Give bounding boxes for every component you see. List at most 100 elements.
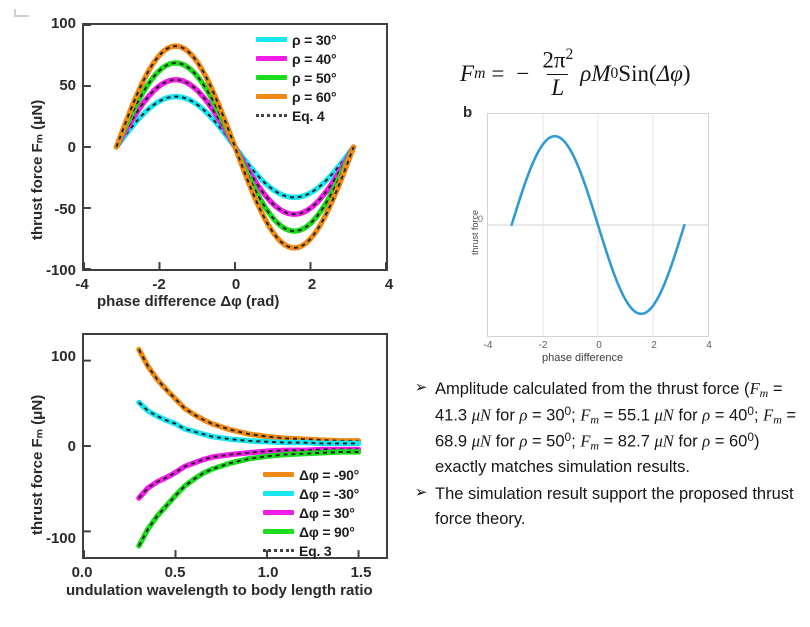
bottom-xtick-05: 0.5 bbox=[164, 564, 186, 581]
bottom-chart-plot-area bbox=[82, 333, 388, 559]
bullet-text-segment: F bbox=[763, 405, 774, 425]
bullet-text-segment: ρ bbox=[702, 405, 711, 425]
bullet-text-segment: 0 bbox=[747, 429, 754, 444]
top-xtick-2: 2 bbox=[307, 276, 317, 293]
top-xtick-4: 4 bbox=[384, 276, 394, 293]
bottom-chart-legend-label: Δφ = 90° bbox=[299, 523, 355, 540]
equation-close-paren: ) bbox=[682, 60, 691, 86]
equation-M: M bbox=[591, 60, 611, 86]
bullet-text-segment: m bbox=[590, 412, 599, 427]
top-xtick-0: 0 bbox=[231, 276, 241, 293]
bullet-text-segment: = 82.7 bbox=[598, 432, 655, 451]
bullet-text-segment: μN bbox=[654, 431, 674, 451]
bullet-text-segment: m bbox=[773, 412, 782, 427]
bullet-text-segment: for bbox=[673, 432, 703, 451]
bottom-chart-legend-item: Δφ = -30° bbox=[263, 485, 359, 502]
bottom-chart-xlabel: undulation wavelength to body length rat… bbox=[66, 582, 373, 599]
top-ytick-neg50: -50 bbox=[54, 201, 76, 218]
bottom-chart-legend-label: Δφ = 30° bbox=[299, 504, 355, 521]
bottom-chart-legend-item: Eq. 3 bbox=[263, 542, 359, 559]
top-chart-legend-label: ρ = 60° bbox=[292, 88, 337, 105]
bottom-chart-legend-label: Δφ = -30° bbox=[299, 485, 360, 502]
bullet-text-segment: ) exactly matches simulation results. bbox=[435, 432, 760, 477]
bullet-text-segment: μN bbox=[654, 405, 674, 425]
top-chart-legend-item: ρ = 40° bbox=[256, 50, 337, 67]
top-ytick-50: 50 bbox=[59, 77, 76, 94]
bullet-text-segment: = 40 bbox=[710, 406, 748, 425]
equation-M-subscript: 0 bbox=[610, 64, 619, 82]
bottom-chart-legend-swatch bbox=[263, 472, 294, 477]
equation-denominator: L bbox=[547, 73, 569, 100]
bullet-text-segment: ; bbox=[571, 406, 581, 425]
equation-numerator: 2π2 bbox=[538, 46, 577, 74]
top-ytick-0: 0 bbox=[67, 139, 76, 156]
bullet-text-segment: The simulation result support the propos… bbox=[435, 484, 794, 528]
equation-delta-phi: Δφ bbox=[656, 60, 683, 86]
bullet-text-segment: = 55.1 bbox=[598, 406, 655, 425]
bottom-chart-legend-item: Δφ = 90° bbox=[263, 523, 359, 540]
top-chart-legend-swatch bbox=[256, 56, 287, 61]
top-chart-ylabel: thrust force Fₘ (μN) bbox=[29, 99, 46, 240]
bullet-text: The simulation result support the propos… bbox=[435, 482, 810, 532]
bottom-chart-curves bbox=[84, 346, 362, 557]
top-chart-legend-label: ρ = 50° bbox=[292, 69, 337, 86]
bottom-chart-legend-swatch bbox=[263, 549, 294, 552]
bullet-text-segment: ρ bbox=[702, 431, 711, 451]
top-chart-legend-label: ρ = 40° bbox=[292, 50, 337, 67]
equation-minus: − bbox=[516, 60, 530, 86]
inset-chart-xlabel: phase difference bbox=[542, 352, 624, 364]
bullet-text-segment: ; bbox=[753, 406, 764, 425]
equation-sin: Sin( bbox=[618, 60, 657, 86]
top-chart-legend-label: Eq. 4 bbox=[292, 107, 325, 124]
bottom-chart-legend: Δφ = -90° Δφ = -30° Δφ = 30° Δφ = 90° Eq. 3 bbox=[263, 466, 359, 559]
top-chart-legend-swatch bbox=[256, 75, 287, 80]
bottom-ytick-100: 100 bbox=[50, 348, 76, 365]
equation-equals: = bbox=[491, 60, 505, 86]
top-chart-legend-item: ρ = 30° bbox=[256, 31, 337, 48]
bullet-text-segment: 0 bbox=[564, 403, 572, 418]
top-chart-legend-swatch bbox=[256, 37, 287, 42]
bullet-text-segment: F bbox=[580, 405, 591, 425]
top-chart-legend-swatch bbox=[256, 114, 287, 117]
bottom-ytick-neg100: -100 bbox=[45, 530, 76, 547]
inset-xtick-neg4: -4 bbox=[483, 340, 493, 351]
bottom-chart-legend-swatch bbox=[263, 510, 294, 515]
inset-thrust-chart-curve bbox=[488, 114, 708, 336]
bullet-text-segment: 0 bbox=[747, 403, 754, 418]
equation-lhs-var: F bbox=[460, 60, 475, 86]
bullet-text-segment: μN bbox=[471, 431, 491, 451]
bullet-text-segment: ρ bbox=[519, 431, 528, 451]
bottom-chart-legend-label: Eq. 3 bbox=[299, 542, 332, 559]
bullet-text-segment: = 68.9 bbox=[435, 406, 797, 451]
equation-numerator-text: 2π bbox=[542, 47, 566, 73]
bottom-chart-legend-item: Δφ = -90° bbox=[263, 466, 359, 483]
bullet-text-segment: F bbox=[749, 379, 760, 398]
inset-thrust-chart-plot-area bbox=[487, 113, 709, 337]
inset-xtick-2: 2 bbox=[651, 340, 657, 351]
bottom-ytick-0: 0 bbox=[67, 438, 76, 455]
bottom-chart-legend-item: Δφ = 30° bbox=[263, 504, 359, 521]
bottom-chart-legend-swatch bbox=[263, 529, 294, 534]
bottom-chart-ylabel: thrust force Fₘ (μN) bbox=[29, 394, 46, 535]
top-chart-legend-swatch bbox=[256, 94, 287, 99]
bullet-text-segment: for bbox=[491, 432, 520, 451]
top-xtick-neg2: -2 bbox=[152, 276, 166, 293]
bottom-chart-legend-label: Δφ = -90° bbox=[299, 466, 360, 483]
top-xtick-neg4: -4 bbox=[75, 276, 89, 293]
bullet-text-segment: m bbox=[759, 385, 769, 400]
bottom-chart-legend-swatch bbox=[263, 491, 294, 496]
bullet-text: Amplitude calculated from the thrust for… bbox=[435, 377, 810, 480]
equation-numerator-exponent: 2 bbox=[565, 46, 574, 63]
bullet-text-segment: = 60 bbox=[710, 432, 748, 451]
bottom-xtick-10: 1.0 bbox=[257, 564, 279, 581]
bullet-arrow-icon: ➢ bbox=[414, 379, 428, 396]
top-chart-legend-item: ρ = 50° bbox=[256, 69, 337, 86]
bullet-text-segment: ρ bbox=[519, 405, 528, 425]
bullet-text-segment: ; bbox=[571, 432, 581, 451]
bullet-item: ➢ The simulation result support the propo… bbox=[414, 482, 810, 532]
bottom-xtick-0: 0.0 bbox=[71, 564, 93, 581]
bullet-text-segment: = 50 bbox=[527, 432, 565, 451]
bullet-text-segment: = 30 bbox=[527, 406, 565, 425]
